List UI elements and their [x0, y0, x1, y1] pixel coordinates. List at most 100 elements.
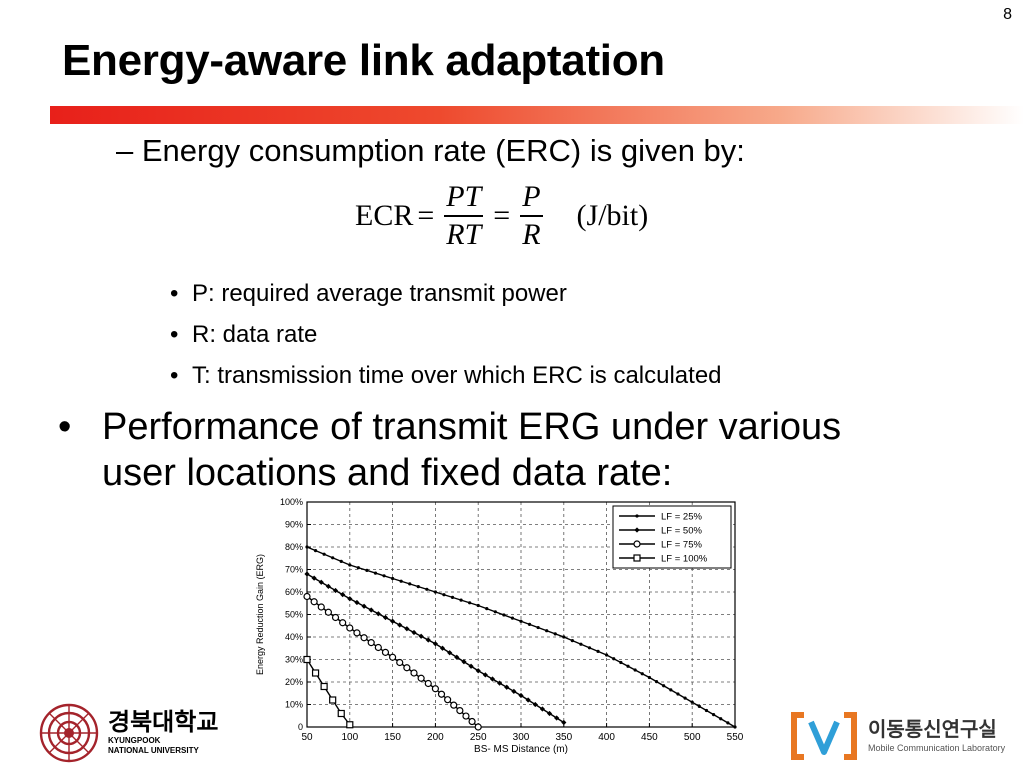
series-2-point: [304, 571, 310, 577]
series-1-point: [570, 639, 574, 643]
series-1-point: [647, 675, 651, 680]
x-tick-label: 500: [684, 732, 701, 743]
series-1-point: [476, 603, 480, 608]
series-1-point: [683, 696, 687, 700]
university-seal-icon: [39, 703, 99, 763]
series-1-point: [640, 672, 644, 676]
series-1-point: [690, 700, 694, 704]
series-1-point: [399, 579, 403, 583]
series-2-point: [411, 629, 417, 636]
series-1-point: [605, 653, 609, 657]
x-tick-label: 550: [727, 732, 744, 743]
y-tick-label: 90%: [285, 520, 303, 530]
legend-marker: [633, 554, 641, 562]
series-2-point: [368, 607, 374, 613]
erg-line-chart: 50 100 150 200 250 300 350 400 450 500 550 0 10% 20% 3…: [255, 497, 744, 755]
series-3-point: [417, 674, 425, 682]
dash-item: – Energy consumption rate (ERC) is given…: [116, 133, 745, 169]
series-1-point: [305, 545, 309, 549]
formula-equals-2: =: [493, 199, 511, 232]
series-2-point: [539, 706, 545, 712]
main-bullet-line-1: Performance of transmit ERG under variou…: [102, 406, 842, 448]
series-1-point: [662, 684, 666, 688]
y-tick-label: 100%: [280, 497, 303, 507]
series-3-point: [303, 592, 311, 601]
series-2-point: [532, 701, 538, 708]
series-4-point: [346, 721, 354, 729]
y-tick-label: 60%: [285, 587, 303, 597]
x-tick-label: 100: [341, 732, 358, 743]
sub-bullet-item: • P: required average transmit power: [170, 278, 722, 319]
series-2-point: [382, 614, 389, 621]
lab-name-kr: 이동통신연구실: [868, 719, 997, 741]
series-1-point: [365, 568, 369, 572]
series-1-point: [391, 576, 395, 581]
legend-label: LF = 75%: [661, 540, 702, 551]
series-3-point: [360, 634, 368, 642]
series-1-point: [587, 646, 592, 650]
y-tick-label: 20%: [285, 677, 303, 687]
series-1-point: [733, 725, 737, 729]
series-4-point: [337, 709, 345, 718]
series-3-point: [437, 690, 446, 698]
lab-bracket-v-icon: [791, 712, 857, 760]
series-1-point: [562, 635, 566, 639]
series-1-point: [468, 601, 472, 605]
formula-equals-1: =: [417, 199, 435, 232]
legend-marker: [634, 527, 640, 533]
university-name-kr: 경북대학교: [108, 709, 219, 736]
plot-frame: [306, 501, 736, 728]
legend-marker: [633, 540, 641, 548]
x-tick-label: 150: [384, 732, 401, 743]
series-4-point: [311, 669, 320, 677]
y-tick-label: 0: [298, 722, 303, 732]
formula-unit: (J/bit): [576, 199, 649, 232]
series-3-point: [431, 685, 439, 693]
series-1-point: [579, 642, 583, 646]
series-3-point: [346, 624, 354, 632]
series-2-point: [554, 715, 560, 721]
sub-bullet-item: • R: data rate: [170, 319, 722, 360]
series-2-point: [425, 637, 431, 643]
series-2-point: [475, 668, 481, 674]
series-1-point: [313, 549, 318, 553]
formula-fraction-2: P R: [520, 181, 543, 251]
x-tick-label: 450: [641, 732, 658, 743]
series-2-point: [332, 587, 339, 594]
series-2-point: [375, 611, 381, 617]
series-3-point: [324, 608, 333, 616]
university-name: 경북대학교 KYUNGPOOK NATIONAL UNIVERSITY: [108, 710, 218, 756]
series-1-point: [545, 629, 549, 633]
series-2-point: [354, 599, 360, 606]
x-tick-label: 50: [301, 732, 313, 743]
formula-fraction-2-numerator: P: [520, 181, 543, 217]
main-bullet-line-2: user locations and fixed data rate:: [102, 452, 673, 494]
series-2-point: [489, 676, 496, 682]
legend-label: LF = 100%: [661, 554, 708, 565]
series-1-point: [493, 610, 497, 614]
dash-item-text: Energy consumption rate (ERC) is given b…: [141, 133, 745, 168]
series-1-point: [373, 571, 378, 575]
series-1-point: [348, 563, 352, 567]
series-1-point: [331, 556, 335, 560]
series-2-point: [454, 654, 460, 660]
formula-lhs: ECR: [355, 199, 414, 232]
series-1-point: [612, 657, 616, 661]
series-3-point: [353, 629, 361, 637]
ecr-formula: ECR = PT RT = P R (J/bit): [355, 176, 648, 256]
series-1-point: [654, 680, 659, 684]
series-3-point: [450, 701, 458, 709]
university-name-en-1: KYUNGPOOK: [108, 736, 161, 745]
y-tick-label: 70%: [285, 565, 303, 575]
lab-name: 이동통신연구실 Mobile Communication Laboratory: [868, 718, 1005, 754]
series-1-point: [626, 664, 630, 668]
series-1-point: [416, 585, 420, 589]
series-1-point: [553, 632, 557, 636]
series-2-point: [397, 622, 403, 628]
series-3-point: [456, 707, 464, 715]
series-2-point: [318, 579, 324, 585]
series-1-point: [527, 622, 532, 626]
series-1-point: [596, 649, 600, 653]
series-1-point: [536, 625, 540, 630]
sub-bullet-text: P: required average transmit power: [192, 280, 567, 307]
